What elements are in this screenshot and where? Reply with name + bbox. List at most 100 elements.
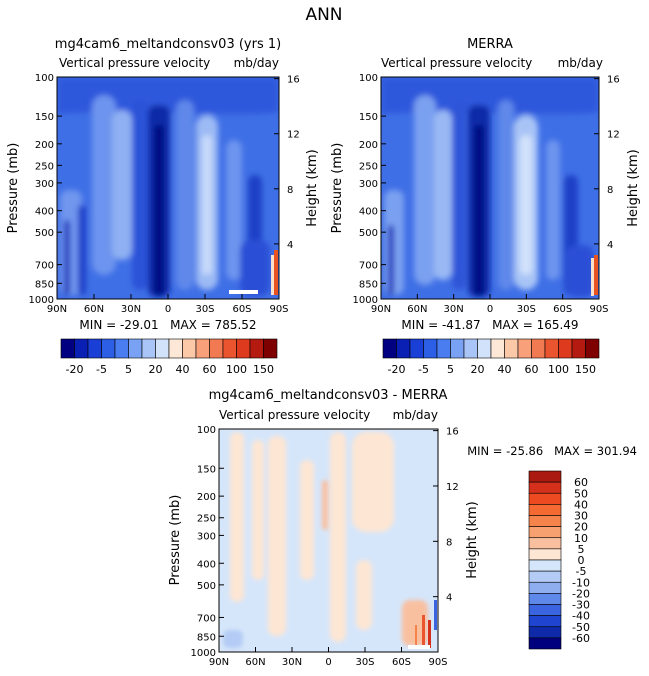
colorbar-swatch xyxy=(528,570,562,583)
panel-model-stats: MIN = -29.01 MAX = 785.52 xyxy=(79,318,256,332)
ytick-label-c-500: 500 xyxy=(197,581,216,592)
colorbar-label: 60 xyxy=(574,476,588,489)
colorbar-swatch xyxy=(141,338,156,359)
panel-diff-title: mg4cam6_meltandconsv03 - MERRA xyxy=(209,388,448,403)
colorbar-swatch xyxy=(528,637,562,650)
colorbar-label: -5 xyxy=(576,565,587,578)
ytick-label-a-1000: 1000 xyxy=(29,295,54,306)
colorbar-model: -20 -5 5 20 40 60 100 150 xyxy=(60,338,278,376)
xtick-label-c-60s: 60S xyxy=(392,657,411,668)
xtick-label-a-0: 0 xyxy=(165,304,171,315)
height-tick-label-c-8: 8 xyxy=(446,537,452,548)
colorbar-label: 0 xyxy=(578,554,585,567)
ytick-label-a-300: 300 xyxy=(35,179,54,190)
colorbar-swatch xyxy=(222,338,237,359)
panel-diff-ylabel: Pressure (mb) xyxy=(168,495,183,586)
colorbar-swatch xyxy=(128,338,143,359)
xtick-label-b-90s: 90S xyxy=(589,304,608,315)
colorbar-swatch xyxy=(531,338,546,359)
colorbar-label: 60 xyxy=(203,363,217,376)
colorbar-label: 150 xyxy=(253,363,274,376)
panel-obs-subtitle: Vertical pressure velocity xyxy=(381,56,532,70)
ytick-label-a-150: 150 xyxy=(35,112,54,123)
colorbar-label: -30 xyxy=(572,599,590,612)
xtick-label-c-60n: 60N xyxy=(245,657,265,668)
panel-diff-subtitle: Vertical pressure velocity xyxy=(219,408,370,422)
panel-diff-ylabel-right: Height (km) xyxy=(465,501,480,578)
xtick-label-b-30n: 30N xyxy=(444,304,464,315)
panel-diff-stats: MIN = -25.86 MAX = 301.94 xyxy=(467,444,637,458)
ytick-label-c-100: 100 xyxy=(197,425,216,436)
colorbar-label: 100 xyxy=(226,363,247,376)
ytick-label-a-400: 400 xyxy=(35,207,54,218)
colorbar-swatch xyxy=(504,338,519,359)
ytick-label-b-300: 300 xyxy=(359,179,378,190)
ytick-label-b-700: 700 xyxy=(359,261,378,272)
colorbar-swatch xyxy=(423,338,438,359)
colorbar-swatch xyxy=(528,504,562,516)
colorbar-swatch xyxy=(249,338,264,359)
xtick-label-a-30n: 30N xyxy=(121,304,141,315)
ytick-label-a-700: 700 xyxy=(35,261,54,272)
ytick-label-a-100: 100 xyxy=(35,73,54,84)
colorbar-label: 40 xyxy=(498,363,512,376)
ytick-label-b-400: 400 xyxy=(359,207,378,218)
colorbar-label: 50 xyxy=(574,487,588,500)
colorbar-label: -20 xyxy=(572,587,590,600)
colorbar-swatch xyxy=(114,338,129,359)
height-tick-label-b-12: 12 xyxy=(607,130,620,141)
colorbar-swatch xyxy=(168,338,183,359)
xtick-label-b-0: 0 xyxy=(487,304,493,315)
colorbar-swatch xyxy=(517,338,532,359)
colorbar-label: 20 xyxy=(471,363,485,376)
colorbar-label: 100 xyxy=(548,363,569,376)
colorbar-label: 5 xyxy=(125,363,132,376)
panel-obs: MERRA Vertical pressure velocity mb/day xyxy=(330,37,641,332)
height-tick-label-a-4: 4 xyxy=(287,240,293,251)
ytick-label-a-250: 250 xyxy=(35,161,54,172)
panel-model-units: mb/day xyxy=(234,56,279,70)
panel-obs-ylabel-right: Height (km) xyxy=(626,149,641,226)
colorbar-swatch xyxy=(528,581,562,594)
colorbar-swatch xyxy=(87,338,102,359)
panel-model: mg4cam6_meltandconsv03 (yrs 1) Vertical … xyxy=(6,37,320,332)
colorbar-obs: -20 -5 5 20 40 60 100 150 xyxy=(382,338,600,376)
ytick-label-a-500: 500 xyxy=(35,228,54,239)
colorbar-swatch xyxy=(544,338,559,359)
panel-obs-field xyxy=(381,77,599,299)
colorbar-label: 20 xyxy=(149,363,163,376)
colorbar-swatch xyxy=(571,338,586,359)
height-tick-label-a-8: 8 xyxy=(287,185,293,196)
colorbar-swatch xyxy=(409,338,424,359)
ytick-label-b-500: 500 xyxy=(359,228,378,239)
colorbar-label: 5 xyxy=(578,543,585,556)
panel-model-title: mg4cam6_meltandconsv03 (yrs 1) xyxy=(55,37,281,52)
xtick-label-a-30s: 30S xyxy=(195,304,214,315)
height-tick-label-b-8: 8 xyxy=(607,185,613,196)
colorbar-swatch xyxy=(155,338,170,359)
colorbar-label: -5 xyxy=(418,363,429,376)
panel-model-ylabel-right: Height (km) xyxy=(305,149,320,226)
ytick-label-b-200: 200 xyxy=(359,140,378,151)
colorbar-swatch xyxy=(528,492,562,505)
colorbar-swatch xyxy=(528,548,562,561)
colorbar-swatch xyxy=(396,338,411,359)
xtick-label-b-90n: 90N xyxy=(371,304,391,315)
colorbar-swatch xyxy=(195,338,210,359)
colorbar-label: 60 xyxy=(525,363,539,376)
ytick-label-c-250: 250 xyxy=(197,514,216,525)
ytick-label-b-850: 850 xyxy=(359,279,378,290)
colorbar-swatch xyxy=(450,338,465,359)
ytick-label-c-200: 200 xyxy=(197,492,216,503)
xtick-label-a-60n: 60N xyxy=(84,304,104,315)
ytick-label-c-850: 850 xyxy=(197,632,216,643)
colorbar-swatch xyxy=(209,338,224,359)
colorbar-swatch xyxy=(74,338,89,359)
colorbar-swatch xyxy=(528,559,562,572)
colorbar-label: -20 xyxy=(66,363,84,376)
colorbar-label: -40 xyxy=(572,610,590,623)
colorbar-label: 40 xyxy=(176,363,190,376)
colorbar-label: 30 xyxy=(574,510,588,523)
colorbar-swatch xyxy=(528,593,562,605)
